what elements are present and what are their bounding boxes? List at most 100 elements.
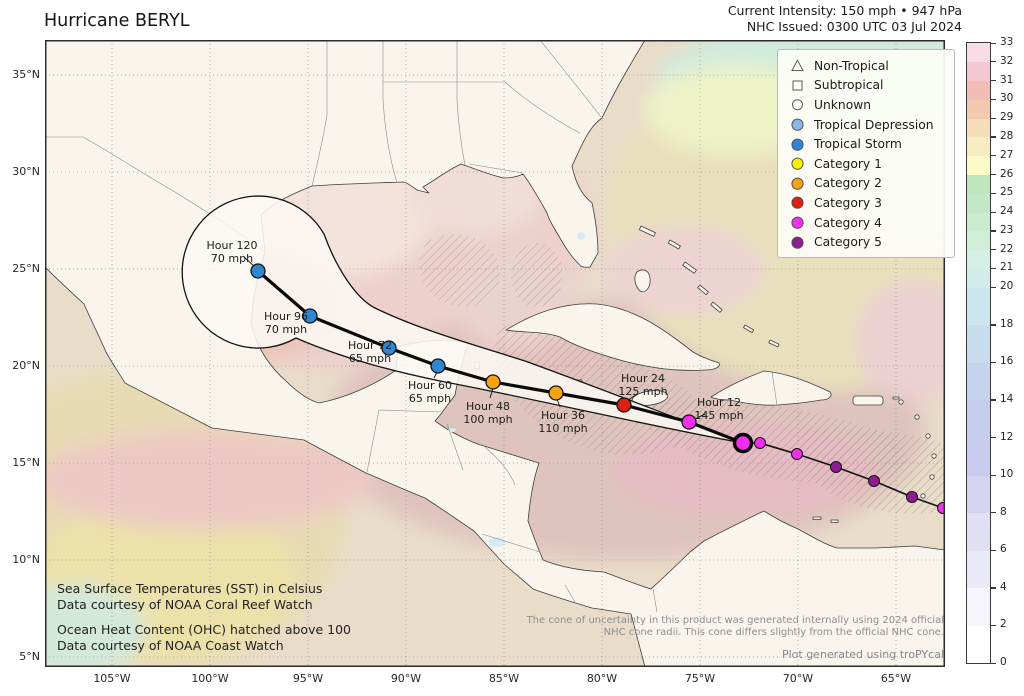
- colorbar-tick-label: 6: [1000, 543, 1007, 556]
- label-leader-line: [242, 255, 256, 268]
- colorbar-segment: [967, 399, 990, 439]
- colorbar-tick-label: 24: [1000, 205, 1014, 218]
- forecast-point-hour-120: [250, 263, 266, 279]
- lon-tick-label: 75°W: [684, 672, 716, 685]
- colorbar-tick: [991, 324, 996, 326]
- colorbar-segment: [967, 625, 990, 664]
- colorbar-tick-label: 20: [1000, 280, 1014, 293]
- colorbar-tick-label: 26: [1000, 167, 1014, 180]
- forecast-label: Hour 12 145 mph: [694, 396, 743, 422]
- colorbar-segment: [967, 587, 990, 626]
- colorbar-tick: [991, 98, 996, 101]
- colorbar-segment: [967, 230, 990, 251]
- forecast-point-hour-12: [681, 414, 697, 430]
- colorbar-tick: [991, 80, 996, 82]
- category-marker-icon: [791, 138, 804, 151]
- forecast-label: Hour 120 70 mph: [207, 239, 258, 265]
- colorbar-segment: [967, 550, 990, 589]
- lat-tick-label: 25°N: [12, 262, 40, 275]
- forecast-label: Hour 24 125 mph: [618, 372, 667, 398]
- colorbar-tick-label: 18: [1000, 317, 1014, 330]
- legend-item: Tropical Depression: [778, 115, 954, 135]
- colorbar-segment: [967, 212, 990, 232]
- colorbar-tick-label: 4: [1000, 580, 1007, 593]
- colorbar-segment: [967, 136, 990, 157]
- legend-item: Subtropical: [778, 76, 954, 96]
- legend-item-label: Category 1: [814, 156, 882, 171]
- lat-tick-label: 35°N: [12, 68, 40, 81]
- lon-tick-label: 65°W: [880, 672, 912, 685]
- legend-item: Unknown: [778, 95, 954, 115]
- lakes: [448, 232, 585, 547]
- lat-tick-label: 10°N: [12, 553, 40, 566]
- track-points: Hour 12 145 mph Hour 24 125 mph Hour 36 110 m…: [207, 239, 945, 514]
- legend-item-label: Tropical Storm: [814, 137, 902, 152]
- forecast-label: Hour 96 70 mph: [264, 310, 308, 336]
- tropycal-credit: Plot generated using troPYcal: [781, 648, 944, 661]
- legend-item-label: Category 4: [814, 215, 882, 230]
- sst-note-line1: Sea Surface Temperatures (SST) in Celsiu…: [57, 581, 323, 596]
- legend-item-label: Tropical Depression: [814, 117, 934, 132]
- colorbar-tick-label: 30: [1000, 92, 1014, 105]
- cone-note-line1: The cone of uncertainty in this product …: [526, 615, 944, 626]
- colorbar-tick-label: 29: [1000, 111, 1014, 124]
- current-intensity: Current Intensity: 150 mph • 947 hPa: [727, 3, 962, 18]
- forecast-label: Hour 60 65 mph: [408, 379, 452, 405]
- cone-of-uncertainty: [181, 195, 744, 444]
- lon-tick-label: 85°W: [488, 672, 520, 685]
- colorbar-tick-label: 21: [1000, 261, 1014, 274]
- colorbar-tick: [991, 249, 996, 251]
- colorbar-tick: [991, 267, 996, 270]
- colorbar-segment: [967, 174, 990, 194]
- legend-item-label: Unknown: [814, 97, 872, 112]
- legend-item-label: Non-Tropical: [814, 58, 889, 73]
- colorbar-segment: [967, 324, 990, 363]
- lat-tick-label: 5°N: [19, 650, 40, 663]
- colorbar-segment: [967, 475, 990, 514]
- colorbar-tick-label: 8: [1000, 505, 1007, 518]
- colorbar-tick: [991, 61, 996, 63]
- circle-marker-icon: [792, 99, 803, 111]
- lon-tick-label: 70°W: [782, 672, 814, 685]
- colorbar-tick: [991, 587, 996, 589]
- forecast-label: Hour 72 65 mph: [348, 339, 392, 365]
- colorbar-segment: [967, 512, 990, 551]
- label-leader-line: [489, 387, 494, 399]
- category-marker-icon: [791, 236, 804, 249]
- colorbar-segment: [967, 61, 990, 82]
- colorbar-segment: [967, 362, 990, 401]
- colorbar-segment: [967, 155, 990, 175]
- legend-item: Non-Tropical: [778, 56, 954, 76]
- lat-tick-label: 15°N: [12, 456, 40, 469]
- colorbar-tick-label: 27: [1000, 148, 1014, 161]
- header-info: Current Intensity: 150 mph • 947 hPa NHC…: [728, 3, 962, 35]
- colorbar-tick: [991, 174, 996, 176]
- colorbar-tick-label: 16: [1000, 355, 1014, 368]
- colorbar-tick-label: 28: [1000, 129, 1014, 142]
- legend-item: Category 4: [778, 213, 954, 233]
- colorbar-segment: [967, 268, 990, 288]
- colorbar-tick: [991, 136, 996, 138]
- colorbar-tick-label: 25: [1000, 186, 1014, 199]
- colorbar-tick: [991, 230, 996, 232]
- colorbar-segment: [967, 118, 990, 138]
- colorbar-segment: [967, 80, 990, 100]
- colorbar-tick-label: 31: [1000, 73, 1014, 86]
- colorbar-tick-label: 2: [1000, 618, 1007, 631]
- category-marker-icon: [791, 157, 804, 171]
- legend-item-label: Category 5: [814, 235, 882, 250]
- past-track-point: [754, 437, 766, 449]
- legend-item: Category 3: [778, 193, 954, 213]
- forecast-point-hour-24: [616, 397, 632, 413]
- colorbar-tick: [991, 192, 996, 194]
- past-track-point: [791, 448, 803, 460]
- legend-item: Category 2: [778, 174, 954, 194]
- page-title: Hurricane BERYL: [44, 11, 190, 31]
- colorbar-tick: [991, 549, 996, 551]
- triangle-marker-icon: [791, 59, 804, 72]
- colorbar-tick-label: 33: [1000, 36, 1014, 48]
- colorbar-segment: [967, 249, 990, 269]
- forecast-label: Hour 36 110 mph: [538, 409, 587, 435]
- ohc-note-line2: Data courtesy of NOAA Coast Watch: [57, 638, 284, 653]
- category-marker-icon: [791, 197, 804, 210]
